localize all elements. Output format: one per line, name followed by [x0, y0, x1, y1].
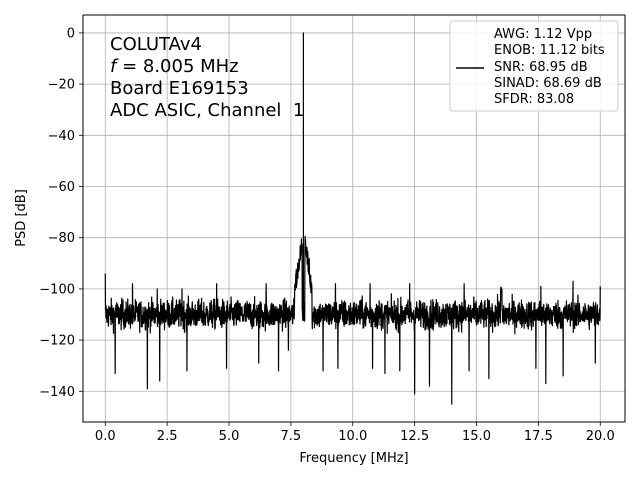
x-tick-label: 12.5	[400, 429, 429, 444]
y-tick-label: −120	[39, 334, 75, 349]
x-tick-label: 17.5	[524, 429, 553, 444]
annotation-board: Board E169153	[110, 78, 249, 99]
y-axis-label: PSD [dB]	[14, 189, 29, 247]
y-tick-label: −20	[48, 78, 75, 93]
legend-entry-snr: SNR: 68.95 dB	[494, 60, 588, 75]
legend-entry-enob: ENOB: 11.12 bits	[494, 43, 605, 58]
legend-entry-sfdr: SFDR: 83.08	[494, 92, 574, 107]
y-tick-label: −140	[39, 385, 75, 400]
y-tick-label: −80	[48, 231, 75, 246]
legend-box	[449, 20, 619, 112]
y-tick-label: −60	[48, 180, 75, 195]
legend: AWG: 1.12 Vpp ENOB: 11.12 bits SNR: 68.9…	[449, 20, 619, 112]
psd-line	[104, 32, 601, 405]
annotation-channel: ADC ASIC, Channel 1	[110, 100, 304, 121]
x-tick-label: 15.0	[462, 429, 491, 444]
annotation: COLUTAv4 f = 8.005 MHz Board E169153 ADC…	[110, 34, 304, 121]
x-tick-label: 5.0	[219, 429, 240, 444]
annotation-frequency: f = 8.005 MHz	[110, 56, 239, 77]
legend-entry-awg: AWG: 1.12 Vpp	[494, 27, 592, 42]
annotation-frequency-value: = 8.005 MHz	[116, 56, 238, 77]
y-tick-label: 0	[67, 26, 75, 41]
x-tick-label: 0.0	[95, 429, 116, 444]
x-tick-label: 20.0	[586, 429, 615, 444]
x-tick-label: 7.5	[281, 429, 302, 444]
y-axis: 0 −20 −40 −60 −80 −100 −120 −140	[39, 26, 83, 400]
x-axis: 0.0 2.5 5.0 7.5 10.0 12.5 15.0 17.5 20.0	[95, 422, 615, 444]
legend-entry-sinad: SINAD: 68.69 dB	[494, 76, 602, 91]
y-tick-label: −100	[39, 282, 75, 297]
x-tick-label: 2.5	[157, 429, 178, 444]
x-axis-label: Frequency [MHz]	[299, 451, 408, 466]
annotation-frequency-symbol: f	[110, 56, 119, 77]
x-tick-label: 10.0	[338, 429, 367, 444]
psd-trace	[104, 32, 601, 405]
annotation-device: COLUTAv4	[110, 34, 202, 55]
plot-frame	[82, 14, 626, 423]
y-tick-label: −40	[48, 129, 75, 144]
